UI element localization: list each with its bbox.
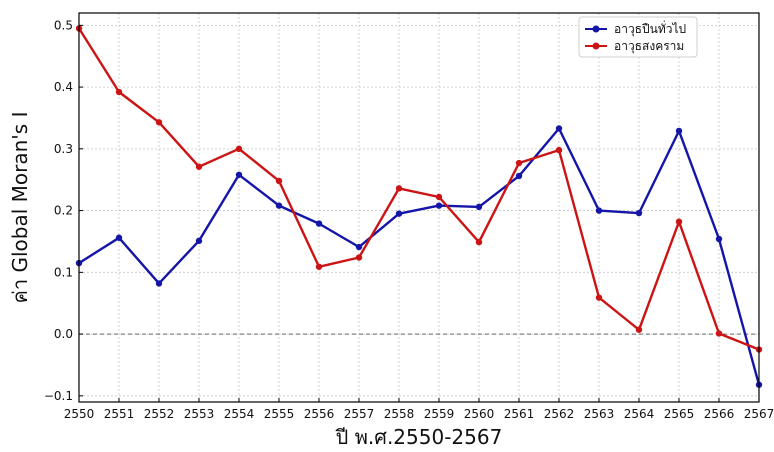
x-axis-ticks: 2550 2551 2552 2553 2554 2555 2556 2557 2558 2559… (64, 398, 774, 421)
data-point (235, 171, 243, 178)
data-point (515, 159, 523, 167)
data-point (555, 146, 563, 154)
data-point (675, 218, 683, 225)
y-tick-label: 0.1 (54, 265, 73, 279)
data-point (715, 235, 723, 243)
legend-box (578, 16, 698, 58)
data-point (555, 125, 563, 132)
data-point (635, 326, 643, 333)
x-tick-label: 2558 (384, 407, 415, 421)
x-tick-label: 2552 (144, 407, 175, 421)
data-point (395, 185, 403, 192)
x-tick-label: 2565 (664, 407, 695, 421)
series-0 (75, 125, 763, 388)
data-point (595, 207, 603, 214)
x-tick-label: 2556 (304, 407, 335, 421)
data-point (595, 294, 603, 301)
data-point (715, 330, 723, 337)
grid (78, 13, 760, 402)
x-tick-label: 2555 (264, 407, 295, 421)
x-tick-label: 2560 (464, 407, 495, 421)
data-point (435, 193, 443, 201)
data-point (435, 202, 443, 209)
data-point (635, 209, 643, 217)
data-point (515, 172, 523, 180)
x-axis-label: ปี พ.ศ.2550-2567 (335, 425, 502, 449)
x-tick-label: 2563 (584, 407, 615, 421)
plot-frame (78, 12, 760, 403)
series-line (77, 27, 760, 351)
x-tick-label: 2567 (744, 407, 774, 421)
data-point (395, 210, 403, 217)
data-point (155, 119, 163, 126)
data-point (115, 234, 123, 241)
x-tick-label: 2564 (624, 407, 655, 421)
x-tick-label: 2551 (104, 407, 135, 421)
y-tick-label: 0.3 (54, 142, 73, 156)
x-tick-label: 2554 (224, 407, 255, 421)
legend-marker-icon (592, 25, 600, 33)
legend-label: อาวุธปืนทั่วไป (614, 20, 686, 37)
data-point (315, 263, 323, 270)
data-point (355, 254, 363, 261)
data-point (675, 127, 683, 135)
data-point (235, 145, 243, 153)
x-tick-label: 2550 (64, 407, 95, 421)
y-tick-label: 0.0 (54, 327, 73, 341)
y-tick-label: 0.5 (54, 18, 73, 32)
data-point (115, 88, 123, 96)
legend: อาวุธปืนทั่วไป อาวุธสงคราม (578, 16, 698, 58)
x-tick-label: 2559 (424, 407, 455, 421)
legend-label: อาวุธสงคราม (614, 39, 684, 54)
series-line (78, 127, 761, 386)
data-point (195, 237, 203, 245)
data-point (275, 177, 283, 185)
y-tick-label: 0.2 (54, 204, 73, 218)
x-tick-label: 2557 (344, 407, 375, 421)
y-tick-label: −0.1 (44, 389, 73, 403)
data-point (475, 203, 483, 211)
legend-item-war-weapons: อาวุธสงคราม (585, 39, 684, 54)
x-tick-label: 2566 (704, 407, 735, 421)
legend-item-general-firearms: อาวุธปืนทั่วไป (585, 20, 686, 37)
data-point (155, 280, 163, 287)
series-layer (75, 25, 763, 388)
x-tick-label: 2562 (544, 407, 575, 421)
data-point (355, 243, 363, 251)
y-tick-label: 0.4 (54, 80, 73, 94)
data-point (475, 238, 483, 246)
y-axis-label: ค่า Global Moran's I (8, 112, 32, 304)
x-tick-label: 2553 (184, 407, 215, 421)
y-axis-ticks: −0.1 0.0 0.1 0.2 0.3 0.4 0.5 (44, 18, 83, 403)
data-point (315, 220, 323, 227)
data-point (195, 163, 203, 170)
series-1 (75, 25, 763, 353)
legend-marker-icon (592, 42, 600, 50)
x-tick-label: 2561 (504, 407, 535, 421)
data-point (275, 202, 283, 209)
